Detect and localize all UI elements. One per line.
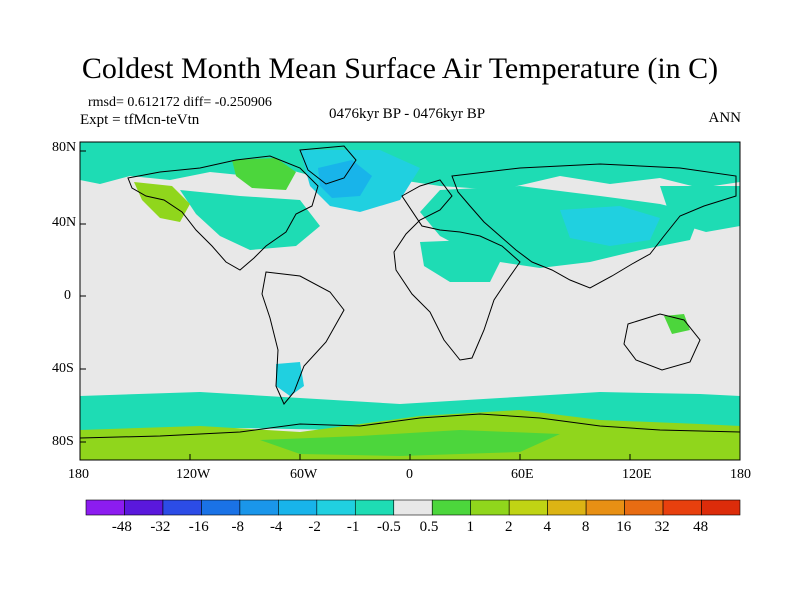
colorbar-swatch xyxy=(393,499,433,516)
colorbar-swatch xyxy=(585,499,625,516)
asia-cool-patch xyxy=(560,206,660,246)
colorbar-label: -8 xyxy=(231,519,244,535)
north-america-coast xyxy=(127,155,319,271)
colorbar-swatch xyxy=(354,499,395,516)
lat-tick-0: 0 xyxy=(64,288,71,303)
colorbar-label: 4 xyxy=(543,519,551,535)
colorbar-swatch xyxy=(278,499,318,516)
alaska-warm-patch xyxy=(134,182,190,222)
colorbar-label: 2 xyxy=(504,519,513,535)
axis-ticks xyxy=(79,150,741,460)
colorbar-swatch xyxy=(162,499,202,516)
season-label: ANN xyxy=(708,110,742,126)
africa-cool-patch xyxy=(420,240,500,282)
colorbar-label: 48 xyxy=(693,519,709,535)
colorbar-swatch xyxy=(547,499,587,516)
asia-coast xyxy=(451,163,737,289)
colorbar-label: -0.5 xyxy=(376,519,401,535)
europe-africa-coast xyxy=(393,179,521,361)
colorbar-swatch xyxy=(508,499,548,516)
south-america-cool-patch xyxy=(276,362,304,396)
australia-coast xyxy=(623,313,701,371)
colorbar-label: 8 xyxy=(581,519,590,535)
lon-tick-180w: 180 xyxy=(68,467,89,482)
south-america-coast xyxy=(261,271,345,405)
colorbar-label: -48 xyxy=(111,519,132,535)
colorbar-swatch xyxy=(201,499,241,516)
lat-tick-40n: 40N xyxy=(52,215,77,230)
stats-text: rmsd= 0.612172 diff= -0.250906 xyxy=(88,95,272,110)
colorbar-swatch xyxy=(431,499,472,516)
pacific-cool-patch xyxy=(660,186,740,232)
colorbar-swatch xyxy=(239,499,279,516)
colorbar-swatch xyxy=(470,499,510,516)
antarctica-coast xyxy=(79,413,741,439)
australia-warm-patch xyxy=(664,314,690,334)
colorbar xyxy=(85,499,741,516)
colorbar-label: 16 xyxy=(616,519,632,535)
colorbar-label: -4 xyxy=(269,519,283,535)
labrador-cool-patch xyxy=(318,160,372,198)
colorbar-label: 32 xyxy=(654,519,670,535)
lon-tick-60e: 60E xyxy=(511,467,534,482)
coastlines xyxy=(79,145,741,439)
colorbar-swatch xyxy=(624,499,664,516)
lon-tick-120w: 120W xyxy=(176,467,211,482)
colorbar-label: -16 xyxy=(188,519,209,535)
colorbar-label: 0.5 xyxy=(419,519,439,535)
colorbar-label: -2 xyxy=(308,519,321,535)
na-cool-patch xyxy=(180,190,320,250)
map-panel xyxy=(79,141,741,461)
colorbar-label: 1 xyxy=(466,519,475,535)
lon-tick-120e: 120E xyxy=(622,467,652,482)
lat-tick-80s: 80S xyxy=(52,434,74,449)
colorbar-label: -1 xyxy=(346,519,360,535)
antarctic-warm-core xyxy=(260,430,560,456)
lon-tick-0: 0 xyxy=(406,467,413,482)
lon-tick-180e: 180 xyxy=(730,467,751,482)
canada-warm-patch xyxy=(232,158,296,190)
colorbar-label: -32 xyxy=(150,519,171,535)
colorbar-swatch xyxy=(316,499,356,516)
greenland-coast xyxy=(299,145,357,185)
colorbar-swatch xyxy=(701,499,741,516)
colorbar-swatch xyxy=(662,499,702,516)
lon-tick-60w: 60W xyxy=(290,467,318,482)
eurasia-cool-patch xyxy=(420,186,700,268)
colorbar-swatch xyxy=(124,499,164,516)
period-label: 0476kyr BP - 0476kyr BP xyxy=(328,106,486,122)
negative-anomaly-field xyxy=(80,142,740,434)
lat-tick-80n: 80N xyxy=(52,140,77,155)
map-title: Coldest Month Mean Surface Air Temperatu… xyxy=(81,52,719,85)
colorbar-swatch xyxy=(85,499,125,516)
experiment-label: Expt = tfMcn-teVtn xyxy=(80,112,200,128)
lat-tick-40s: 40S xyxy=(52,361,74,376)
